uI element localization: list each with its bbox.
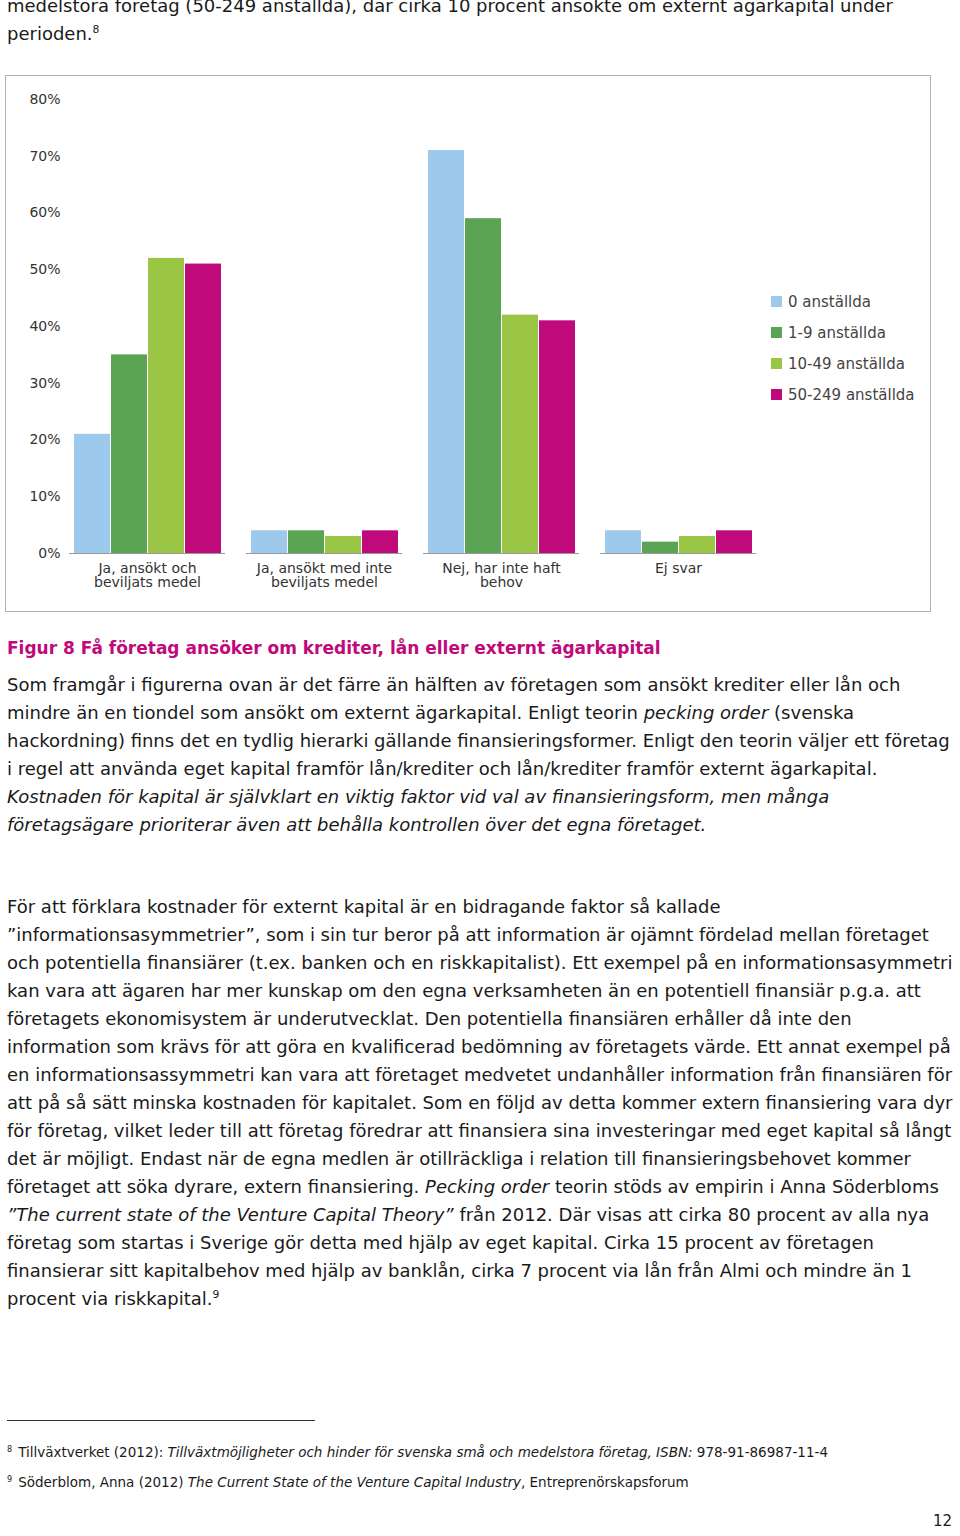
svg-text:0%: 0% <box>38 545 60 561</box>
html-text:8: 8 <box>92 23 100 36</box>
svg-text:50%: 50% <box>29 261 60 277</box>
svg-text:70%: 70% <box>29 148 60 164</box>
svg-text:60%: 60% <box>29 204 60 220</box>
html-text:För att förklara kostnader för: För att förklara kostnader för externt k… <box>7 896 953 1197</box>
html-text:Kostnaden för kapital är själv: Kostnaden för kapital är självklart en v… <box>7 786 830 835</box>
svg-text:40%: 40% <box>29 318 60 334</box>
svg-text:30%: 30% <box>29 375 60 391</box>
html-text:10-49 anställda: 10-49 anställda <box>788 354 905 373</box>
svg-text:Ja, ansökt ochbeviljats medel: Ja, ansökt ochbeviljats medel <box>94 560 201 590</box>
svg-text:80%: 80% <box>29 91 60 107</box>
html-text:”The current state of the Vent: ”The current state of the Venture Capita… <box>7 1204 930 1309</box>
html-text:9 Söderblom, Anna (2012) The C: 9 Söderblom, Anna (2012) The Current Sta… <box>7 1473 689 1490</box>
html-text:1-9 anställda: 1-9 anställda <box>788 323 886 342</box>
html-text:0 anställda: 0 anställda <box>788 292 871 311</box>
html-text:Som framgår i figurerna ovan ä: Som framgår i figurerna ovan är det färr… <box>7 674 950 779</box>
svg-text:Ja, ansökt med intebeviljats m: Ja, ansökt med intebeviljats medel <box>256 560 392 590</box>
html-text:50-249 anställda: 50-249 anställda <box>788 385 915 404</box>
svg-text:20%: 20% <box>29 431 60 447</box>
svg-text:Ej svar: Ej svar <box>655 560 702 576</box>
html-text:8 Tillväxtverket (2012): Tillv: 8 Tillväxtverket (2012): Tillväxtmöjligh… <box>7 1443 828 1460</box>
html-text:Figur 8 Få företag ansöker om: Figur 8 Få företag ansöker om krediter, … <box>7 638 661 658</box>
svg-text:Nej, har inte haftbehov: Nej, har inte haftbehov <box>442 560 561 590</box>
svg-text:10%: 10% <box>29 488 60 504</box>
html-text:12: 12 <box>932 1512 952 1530</box>
